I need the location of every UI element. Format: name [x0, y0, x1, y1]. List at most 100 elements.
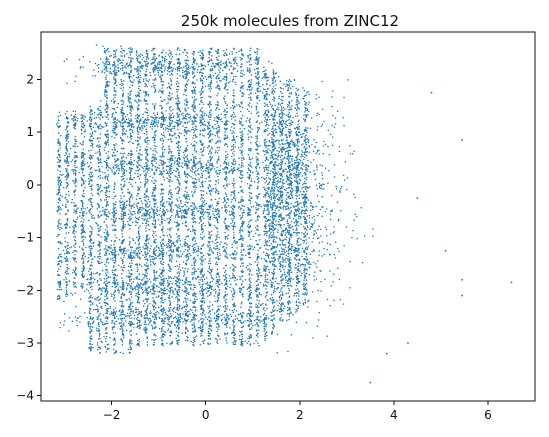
- scatter-point: [65, 187, 67, 189]
- scatter-point: [156, 116, 158, 119]
- scatter-point: [230, 315, 233, 318]
- scatter-point: [122, 324, 125, 327]
- scatter-point: [186, 63, 189, 66]
- scatter-point: [301, 206, 303, 208]
- scatter-point: [103, 254, 106, 256]
- scatter-point: [207, 132, 210, 135]
- scatter-point: [141, 286, 143, 289]
- scatter-point: [241, 130, 243, 132]
- scatter-point: [255, 340, 257, 342]
- scatter-point: [306, 246, 308, 249]
- scatter-point: [287, 350, 289, 353]
- scatter-point: [242, 157, 245, 159]
- scatter-point: [169, 78, 172, 80]
- scatter-point: [296, 274, 299, 276]
- scatter-point: [189, 244, 191, 247]
- scatter-point: [257, 249, 259, 252]
- scatter-point: [290, 123, 292, 126]
- scatter-point: [111, 154, 114, 156]
- scatter-point: [171, 120, 174, 123]
- scatter-point: [270, 141, 272, 144]
- scatter-point: [241, 161, 243, 164]
- scatter-point: [284, 162, 287, 165]
- scatter-point: [138, 54, 140, 57]
- scatter-point: [147, 287, 149, 289]
- scatter-point: [208, 305, 211, 307]
- scatter-point: [73, 205, 75, 207]
- scatter-point: [178, 149, 181, 152]
- scatter-point: [133, 163, 135, 166]
- scatter-point: [304, 231, 307, 233]
- scatter-point: [207, 128, 209, 130]
- scatter-point: [105, 152, 108, 154]
- scatter-point: [73, 194, 76, 196]
- scatter-point: [228, 210, 231, 213]
- scatter-point: [145, 128, 148, 131]
- scatter-point: [265, 90, 268, 93]
- scatter-point: [327, 145, 329, 148]
- scatter-point: [329, 304, 331, 307]
- scatter-point: [162, 267, 165, 269]
- scatter-point: [207, 221, 210, 223]
- scatter-point: [250, 219, 253, 221]
- scatter-point: [167, 322, 169, 325]
- scatter-point: [159, 209, 161, 212]
- scatter-point: [151, 234, 154, 236]
- scatter-point: [194, 184, 197, 187]
- scatter-point: [140, 164, 142, 167]
- scatter-point: [143, 125, 145, 127]
- scatter-point: [271, 90, 274, 92]
- scatter-point: [271, 125, 274, 128]
- scatter-point: [98, 335, 101, 337]
- scatter-point: [160, 337, 162, 339]
- scatter-point: [107, 322, 109, 324]
- scatter-point: [218, 197, 220, 200]
- scatter-point: [185, 186, 188, 188]
- scatter-point: [56, 270, 59, 273]
- scatter-point: [280, 213, 283, 215]
- scatter-point: [230, 332, 233, 335]
- scatter-point: [191, 264, 193, 267]
- scatter-point: [300, 238, 302, 240]
- scatter-point: [250, 297, 253, 299]
- scatter-point: [272, 144, 275, 147]
- scatter-point: [208, 104, 210, 106]
- scatter-point: [97, 158, 99, 160]
- scatter-point: [291, 247, 293, 249]
- scatter-point: [131, 48, 133, 50]
- scatter-point: [138, 188, 141, 191]
- scatter-point: [64, 226, 67, 228]
- scatter-point: [162, 226, 164, 228]
- scatter-point: [91, 134, 93, 136]
- scatter-point: [70, 160, 73, 163]
- scatter-point: [197, 245, 199, 248]
- scatter-point: [97, 348, 99, 351]
- scatter-point: [291, 234, 293, 237]
- scatter-point: [68, 153, 71, 155]
- scatter-point: [277, 258, 280, 260]
- scatter-point: [198, 65, 200, 68]
- scatter-point: [156, 214, 158, 216]
- scatter-point: [268, 140, 271, 143]
- scatter-point: [221, 120, 223, 123]
- scatter-point: [265, 234, 268, 237]
- scatter-point: [188, 253, 191, 255]
- scatter-point: [84, 180, 86, 182]
- scatter-point: [266, 191, 269, 193]
- scatter-point: [80, 176, 83, 179]
- scatter-point: [200, 259, 203, 262]
- scatter-point: [174, 279, 177, 282]
- scatter-point: [141, 207, 144, 209]
- scatter-point: [181, 222, 184, 225]
- scatter-point: [226, 183, 228, 185]
- scatter-point: [308, 299, 310, 302]
- scatter-point: [139, 197, 142, 200]
- scatter-point: [137, 73, 139, 76]
- scatter-point: [295, 205, 298, 208]
- scatter-point: [145, 68, 148, 70]
- scatter-point: [168, 228, 171, 230]
- scatter-point: [128, 200, 131, 203]
- scatter-point: [234, 256, 236, 259]
- scatter-point: [158, 167, 160, 169]
- scatter-point: [155, 245, 158, 247]
